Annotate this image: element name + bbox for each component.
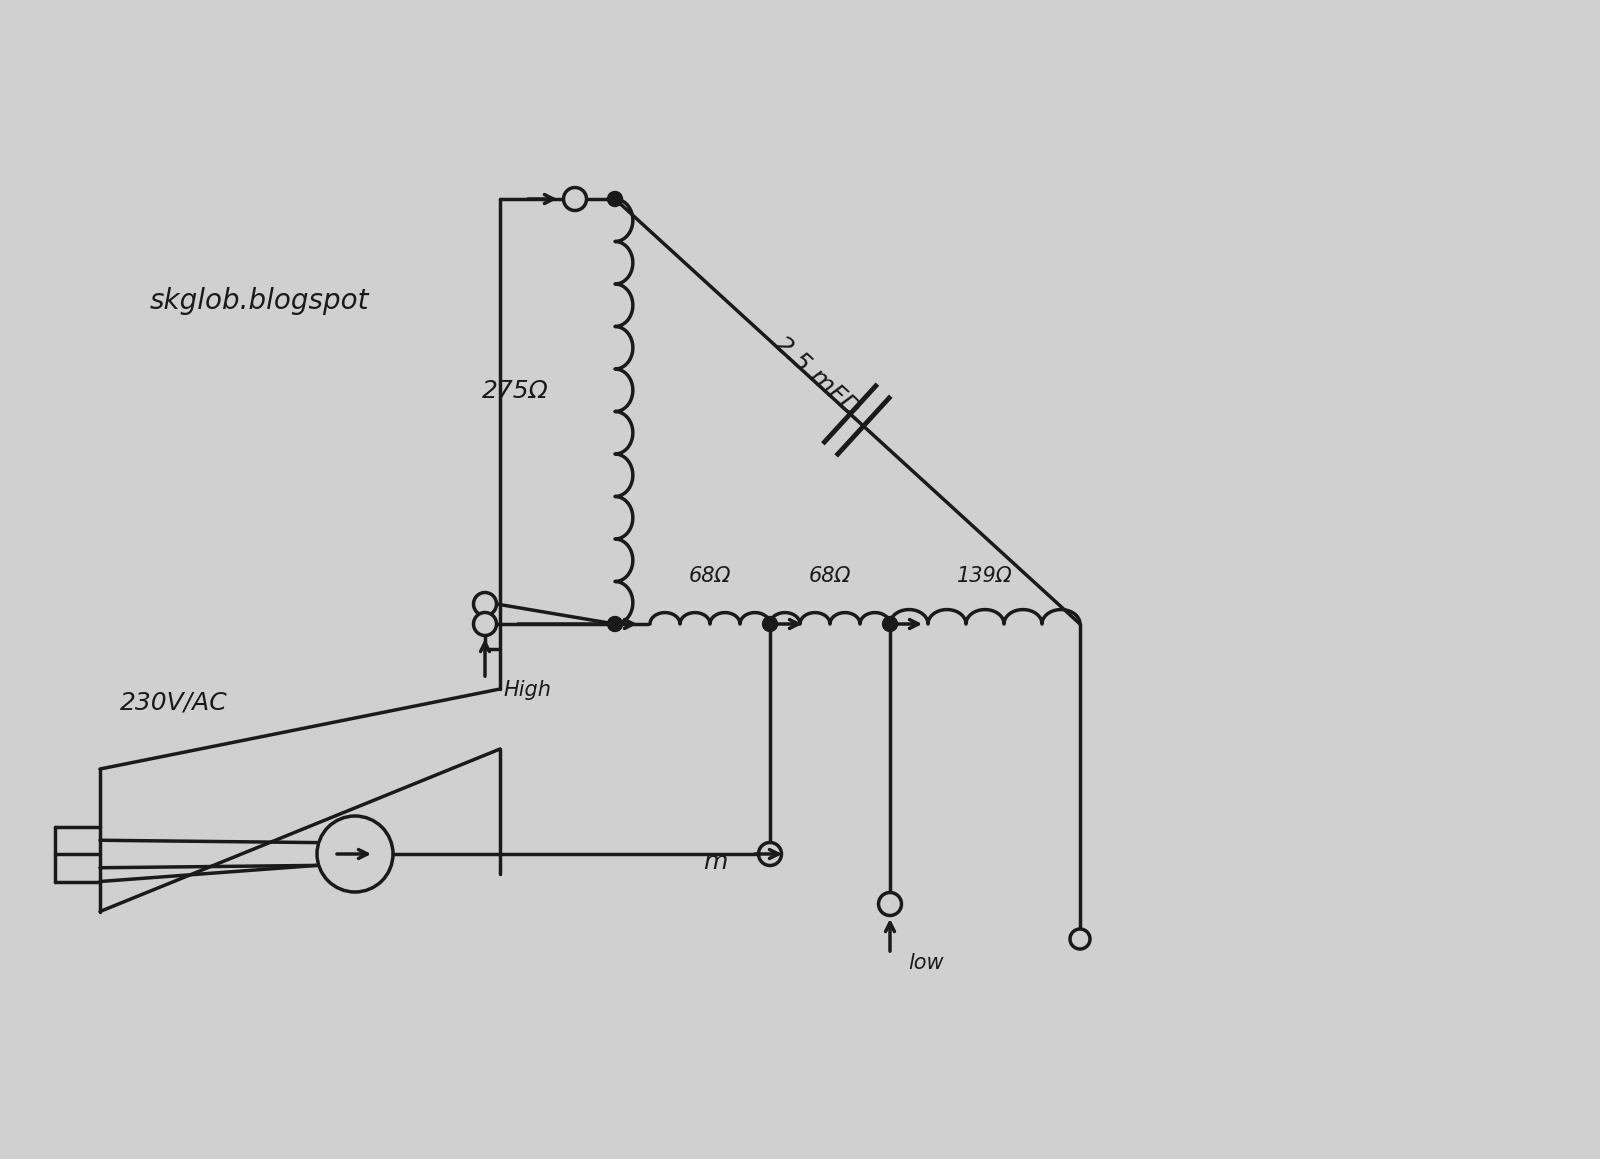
Circle shape xyxy=(563,188,587,211)
Text: m: m xyxy=(702,850,726,874)
Circle shape xyxy=(608,617,622,632)
Text: 275Ω: 275Ω xyxy=(482,379,549,403)
Text: 139Ω: 139Ω xyxy=(957,566,1013,586)
Text: 68Ω: 68Ω xyxy=(808,566,851,586)
Text: low: low xyxy=(909,953,944,974)
Text: High: High xyxy=(502,680,550,700)
Circle shape xyxy=(474,612,496,635)
Circle shape xyxy=(474,592,496,615)
Circle shape xyxy=(608,191,622,206)
Text: 68Ω: 68Ω xyxy=(688,566,731,586)
Circle shape xyxy=(763,617,778,632)
Text: skglob.blogspot: skglob.blogspot xyxy=(150,287,370,315)
Text: 2.5 mFD.: 2.5 mFD. xyxy=(770,331,870,427)
Circle shape xyxy=(878,892,901,916)
Text: 230V/AC: 230V/AC xyxy=(120,690,227,714)
Circle shape xyxy=(1070,930,1090,949)
Circle shape xyxy=(883,617,898,632)
Circle shape xyxy=(758,843,781,866)
